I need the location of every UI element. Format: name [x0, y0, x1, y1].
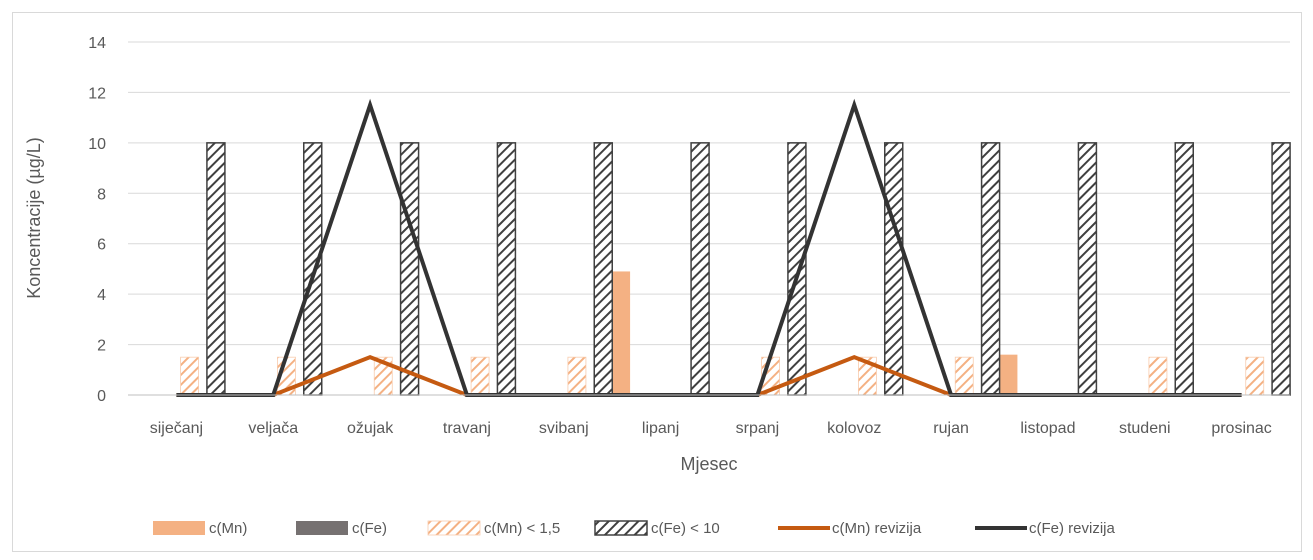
legend-swatch	[296, 521, 348, 535]
bar	[1174, 142, 1194, 396]
x-tick-label: srpanj	[736, 420, 780, 437]
y-axis-title: Koncentracije (µg/L)	[24, 137, 44, 298]
bar	[470, 356, 490, 396]
legend-label: c(Fe) revizija	[1029, 520, 1115, 537]
y-tick-label: 4	[97, 287, 106, 304]
bar	[787, 142, 807, 396]
y-tick-label: 2	[97, 338, 106, 355]
y-tick-label: 6	[97, 237, 106, 254]
x-tick-label: listopad	[1020, 420, 1075, 437]
y-tick-label: 0	[97, 388, 106, 405]
bar	[593, 142, 613, 396]
axes: 0 2 4 6 8 10 12 14 siječanj veljača ožujak travanj s…	[88, 35, 1290, 437]
y-tick-label: 12	[88, 85, 106, 102]
bar	[1271, 142, 1291, 396]
bars	[180, 142, 1291, 396]
x-tick-label: studeni	[1119, 420, 1171, 437]
bar	[206, 142, 226, 396]
bar	[496, 142, 517, 396]
x-tick-label: rujan	[933, 420, 969, 437]
legend: c(Mn) c(Fe) c(Mn) < 1,5 c(Fe) < 10 c(Mn) rev…	[153, 520, 1115, 537]
legend-label: c(Mn) < 1,5	[484, 520, 560, 537]
x-tick-label: siječanj	[150, 420, 203, 437]
legend-swatch	[594, 520, 648, 536]
bar	[690, 142, 710, 396]
bar	[1245, 356, 1265, 396]
y-tick-label: 8	[97, 186, 106, 203]
x-tick-label: kolovoz	[827, 420, 881, 437]
bar	[1077, 142, 1098, 396]
legend-label: c(Mn) revizija	[832, 520, 922, 537]
x-tick-label: lipanj	[642, 420, 679, 437]
bar	[303, 142, 323, 396]
bar	[399, 142, 420, 396]
bar	[999, 354, 1018, 395]
y-tick-label: 10	[88, 136, 106, 153]
bar	[180, 356, 199, 396]
bar	[1148, 356, 1168, 396]
bar	[612, 271, 631, 395]
legend-label: c(Fe)	[352, 520, 387, 537]
legend-swatch	[427, 520, 481, 536]
x-tick-label: travanj	[443, 420, 491, 437]
x-tick-label: veljača	[248, 420, 298, 437]
bar	[980, 142, 1001, 396]
bar	[567, 356, 587, 396]
legend-label: c(Fe) < 10	[651, 520, 720, 537]
bar	[954, 356, 974, 396]
legend-swatch	[153, 521, 205, 535]
x-tick-label: svibanj	[539, 420, 589, 437]
x-tick-label: prosinac	[1211, 420, 1271, 437]
y-tick-label: 14	[88, 35, 106, 52]
bar	[884, 142, 904, 396]
legend-label: c(Mn)	[209, 520, 247, 537]
x-axis-title: Mjesec	[680, 454, 737, 474]
x-tick-label: ožujak	[347, 420, 394, 437]
